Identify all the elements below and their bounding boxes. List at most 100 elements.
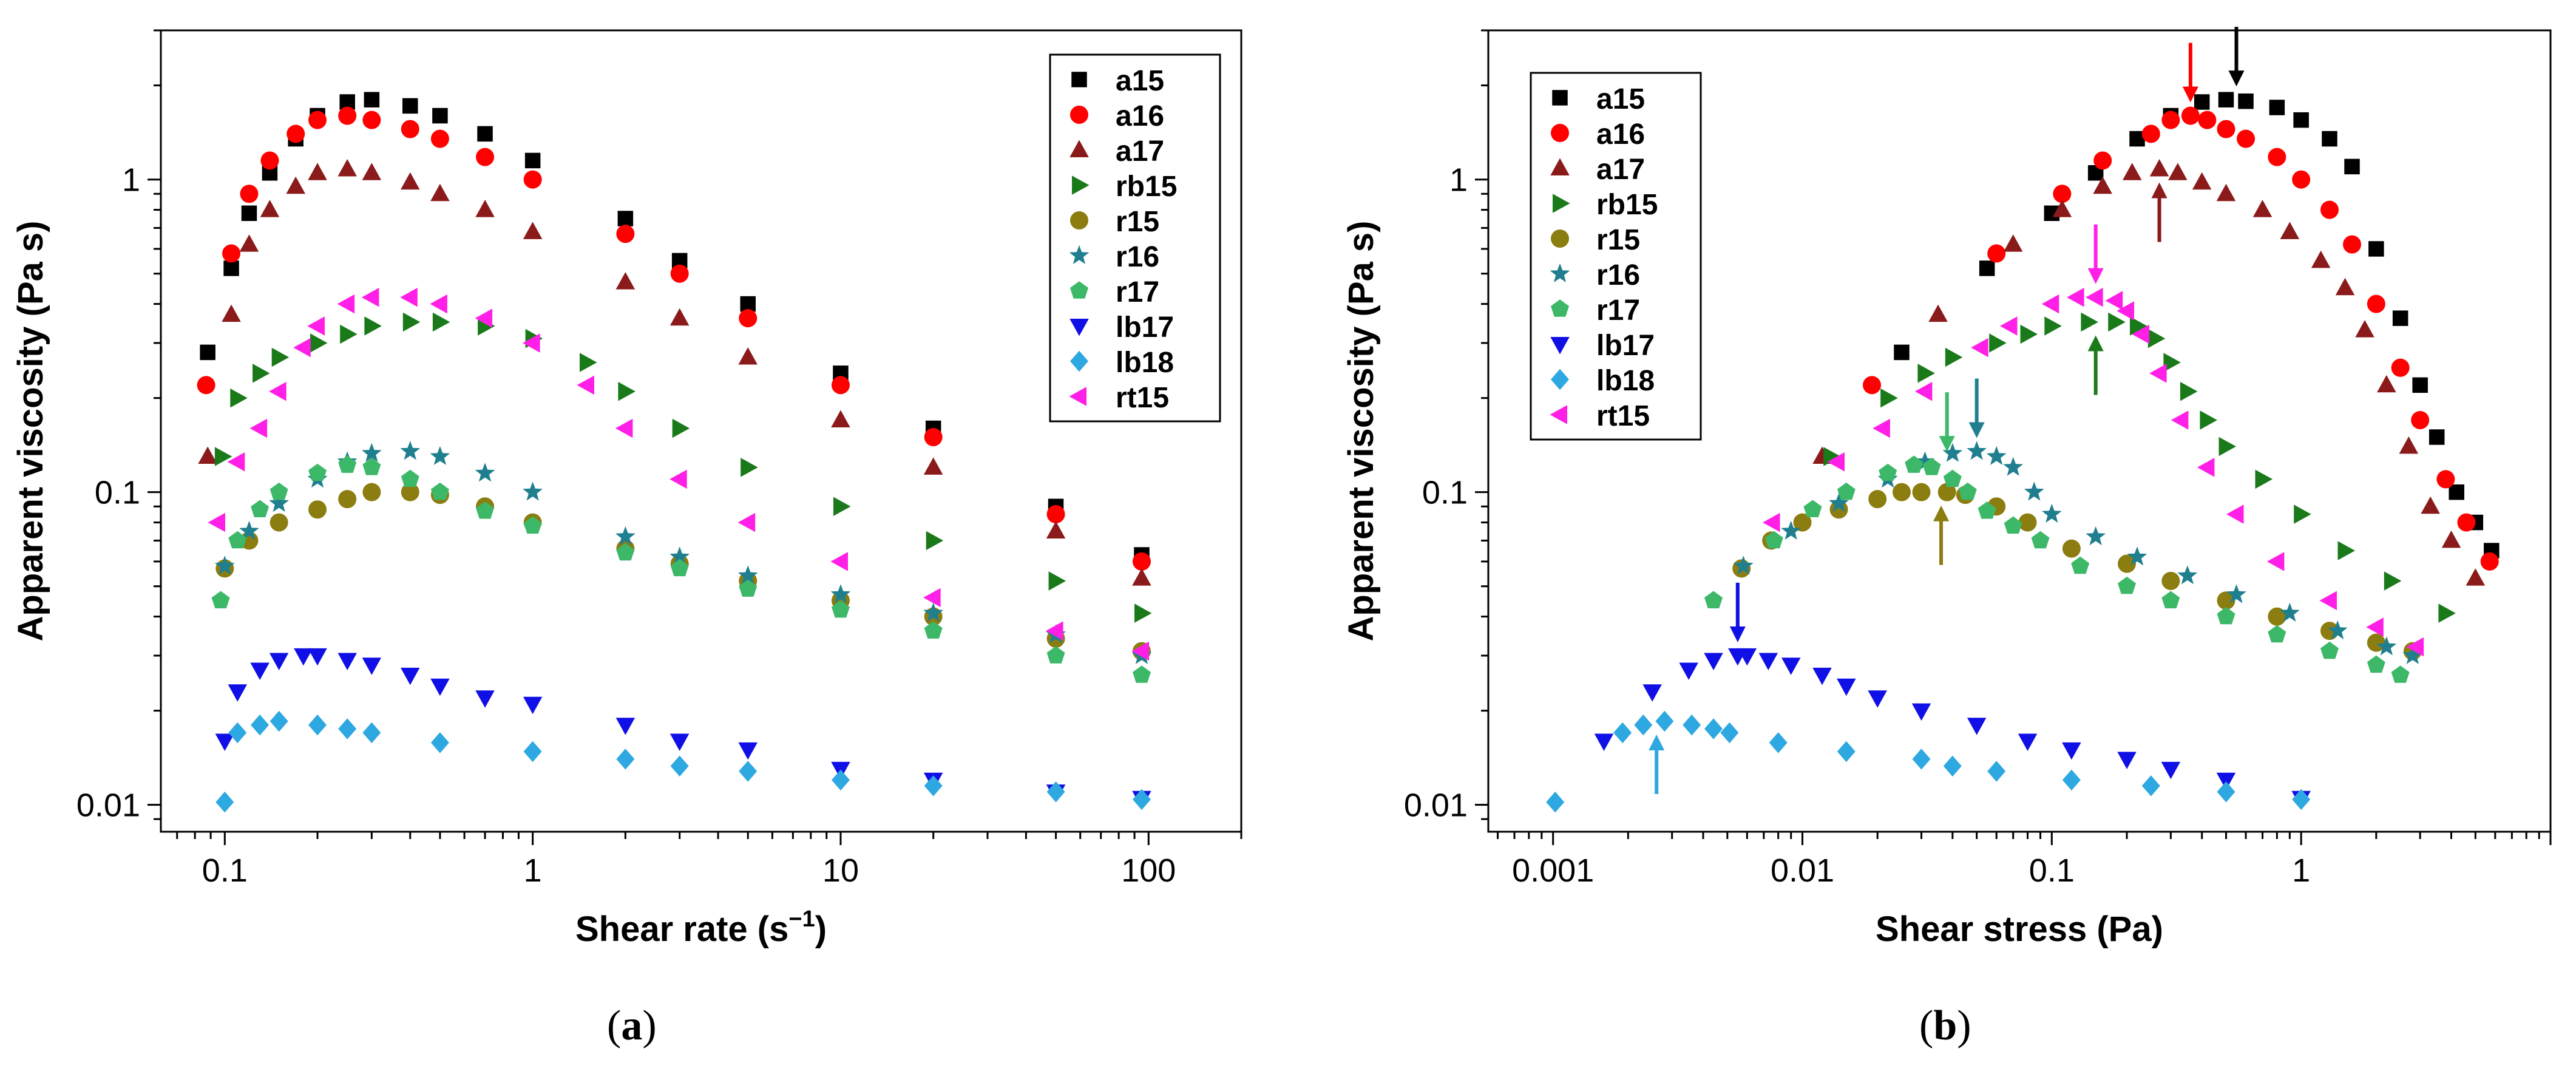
y-axis-label: Apparent viscosity (Pa s): [1341, 221, 1381, 642]
data-point-r17: [739, 579, 758, 597]
data-point-rt15: [430, 294, 447, 314]
data-point-lb18: [1046, 781, 1065, 803]
data-point-lb17: [250, 662, 269, 680]
data-point-lb17: [1837, 678, 1856, 696]
plot-frame: [1487, 29, 2552, 833]
series-a17: [198, 159, 1151, 586]
data-point-a16: [831, 376, 850, 395]
data-point-rb15: [2163, 353, 2181, 372]
y-tick-label: 1: [122, 162, 140, 199]
data-point-a15: [2368, 241, 2384, 257]
data-point-lb18: [215, 791, 234, 813]
data-point-lb18: [2062, 769, 2081, 791]
data-point-a16: [2161, 110, 2180, 129]
data-point-a15: [432, 107, 448, 124]
data-point-lb18: [1704, 718, 1723, 739]
data-point-rb15: [2255, 469, 2273, 489]
legend-marker-lb18: [1070, 350, 1088, 372]
data-point-a15: [2392, 310, 2408, 326]
panel-label-a: (a): [607, 1002, 657, 1049]
data-point-r17: [1133, 665, 1151, 683]
data-point-lb17: [1737, 648, 1757, 666]
x-axis-label-close: ): [815, 909, 827, 949]
x-axis-label-superscript: −1: [788, 906, 815, 932]
data-point-r16: [2041, 503, 2062, 523]
data-point-a15: [477, 126, 493, 142]
data-point-lb18: [2217, 781, 2235, 803]
legend-label-r17: r17: [1116, 276, 1159, 308]
data-point-rt15: [293, 338, 311, 358]
data-point-lb18: [739, 761, 758, 782]
data-point-r17: [228, 531, 247, 549]
legend-marker-r15: [1070, 211, 1088, 229]
data-point-a17: [1046, 521, 1066, 538]
data-point-r17: [1764, 531, 1783, 549]
data-point-rt15: [307, 316, 325, 336]
legend-label-a15: a15: [1116, 65, 1164, 97]
data-point-a17: [308, 163, 327, 180]
series-rt15: [1763, 288, 2424, 657]
series-rb15: [1823, 312, 2456, 623]
data-point-rb15: [340, 324, 358, 344]
y-tick-label: 0.1: [1422, 475, 1468, 511]
data-point-rb15: [2108, 312, 2126, 332]
data-point-lb17: [523, 696, 543, 715]
legend-marker-a17: [1069, 140, 1089, 157]
data-point-rt15: [830, 552, 848, 571]
legend-label-lb18: lb18: [1596, 365, 1655, 397]
data-point-a17: [2421, 496, 2440, 514]
arrow-lb18: [1649, 735, 1665, 795]
data-point-a16: [924, 427, 943, 446]
data-point-rb15: [364, 316, 382, 336]
data-point-a17: [2003, 234, 2023, 252]
data-point-rt15: [523, 333, 540, 353]
data-point-a15: [740, 296, 756, 312]
data-point-a17: [2441, 530, 2461, 548]
data-point-a15: [2322, 131, 2337, 147]
data-point-a16: [1987, 244, 2006, 263]
data-point-r15: [1912, 483, 1931, 501]
data-point-r17: [616, 543, 635, 561]
legend-label-a16: a16: [1116, 100, 1164, 132]
data-point-a16: [1046, 505, 1065, 524]
data-point-lb18: [1613, 722, 1632, 744]
series-r17: [211, 455, 1151, 683]
data-point-a16: [2181, 106, 2200, 125]
data-point-a15: [2218, 92, 2234, 107]
data-point-r17: [2391, 665, 2410, 683]
data-point-lb18: [2141, 775, 2160, 797]
data-point-a17: [523, 222, 543, 239]
data-point-rt15: [2171, 410, 2189, 430]
data-point-lb18: [616, 749, 635, 770]
x-tick-label: 1: [524, 852, 542, 889]
data-point-lb17: [1758, 653, 1778, 670]
data-point-lb17: [475, 690, 495, 708]
data-point-rt15: [337, 294, 355, 314]
data-point-rb15: [741, 458, 758, 477]
data-point-lb17: [1812, 667, 1832, 685]
data-point-rb15: [580, 353, 597, 372]
data-point-r15: [362, 483, 381, 501]
legend-label-a17: a17: [1596, 154, 1645, 186]
data-point-lb17: [430, 678, 450, 696]
data-point-r17: [2031, 531, 2050, 549]
data-point-a16: [197, 376, 215, 395]
data-point-lb17: [269, 653, 289, 670]
data-point-a15: [402, 98, 418, 114]
legend-label-rb15: rb15: [1116, 171, 1177, 203]
data-point-rb15: [2081, 312, 2098, 332]
data-point-r16: [1781, 520, 1802, 540]
data-point-r16: [615, 526, 636, 546]
data-point-rt15: [475, 308, 493, 328]
data-point-r16: [1967, 441, 1987, 460]
data-point-a16: [2292, 170, 2311, 189]
data-point-rb15: [1945, 347, 1963, 367]
data-point-rt15: [2366, 617, 2384, 637]
legend-marker-a15: [1071, 72, 1087, 87]
data-point-lb17: [1594, 733, 1614, 751]
data-point-a16: [523, 170, 542, 189]
data-point-r16: [2024, 481, 2044, 501]
legend-label-r15: r15: [1116, 206, 1159, 238]
